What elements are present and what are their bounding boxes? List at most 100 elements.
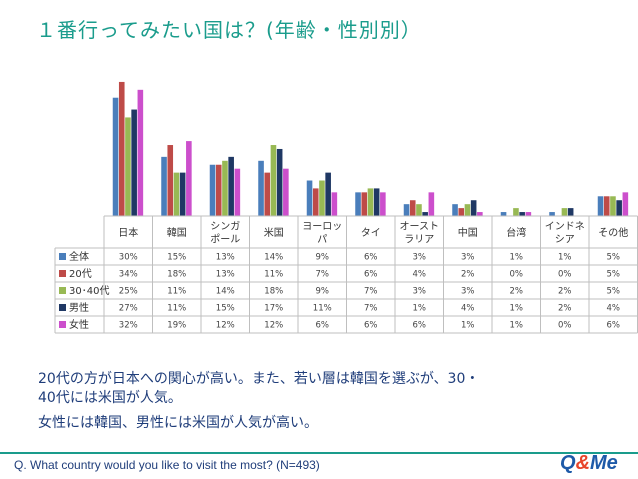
bar-4-7 xyxy=(422,212,428,216)
bar-5-11 xyxy=(622,192,629,216)
value-label-2-8: 2% xyxy=(461,270,475,280)
category-label-10: シア xyxy=(555,235,575,246)
bar-2-6 xyxy=(361,192,368,216)
value-label-3-1: 25% xyxy=(119,287,138,297)
legend-label-3: 30･40代 xyxy=(69,285,109,297)
bar-5-7 xyxy=(428,192,435,216)
bar-1-5 xyxy=(306,180,313,216)
category-label-7: ラリア xyxy=(404,234,434,246)
value-label-3-2: 11% xyxy=(167,287,186,297)
value-label-1-11: 5% xyxy=(607,253,621,263)
category-label-5: ヨーロッ xyxy=(302,222,342,233)
comment-line-1: 20代の方が日本への関心が高い。また、若い層は韓国を選ぶが、30・ xyxy=(38,371,480,387)
value-label-5-9: 1% xyxy=(510,321,524,331)
value-label-3-6: 7% xyxy=(364,287,378,297)
bar-4-10 xyxy=(567,208,574,216)
logo-me: Me xyxy=(590,452,618,474)
logo-q: Q xyxy=(560,452,576,474)
value-label-1-10: 1% xyxy=(558,253,572,263)
value-label-2-1: 34% xyxy=(119,270,138,280)
value-label-2-5: 7% xyxy=(316,270,330,280)
value-label-2-3: 13% xyxy=(216,270,235,280)
legend-label-4: 男性 xyxy=(69,301,89,314)
bar-1-4 xyxy=(258,160,264,216)
legend-label-2: 20代 xyxy=(69,268,92,280)
value-label-1-7: 3% xyxy=(413,253,427,263)
bar-3-3 xyxy=(222,160,228,216)
bar-4-1 xyxy=(131,109,137,216)
value-label-2-9: 0% xyxy=(510,270,524,280)
bar-1-6 xyxy=(355,192,361,216)
bar-3-8 xyxy=(464,204,471,216)
bar-5-6 xyxy=(380,192,386,216)
legend-label-1: 全体 xyxy=(69,250,89,263)
value-label-5-8: 1% xyxy=(461,321,475,331)
value-label-4-6: 7% xyxy=(364,304,378,314)
value-label-3-3: 14% xyxy=(216,287,235,297)
legend-label-5: 女性 xyxy=(69,318,89,331)
value-label-2-11: 5% xyxy=(607,270,621,280)
value-label-1-8: 3% xyxy=(461,253,475,263)
value-label-3-4: 18% xyxy=(264,287,283,297)
value-label-1-6: 6% xyxy=(364,253,378,263)
legend-swatch-1 xyxy=(59,253,66,260)
bar-4-11 xyxy=(616,200,622,216)
bar-1-2 xyxy=(161,156,167,216)
bar-3-10 xyxy=(561,208,568,216)
category-label-2: 韓国 xyxy=(167,227,187,239)
bar-4-2 xyxy=(179,172,186,216)
footer-divider xyxy=(0,452,638,454)
value-label-1-9: 1% xyxy=(510,253,524,263)
category-label-5: パ xyxy=(317,234,327,246)
bar-2-7 xyxy=(409,200,416,216)
value-label-1-4: 14% xyxy=(264,253,283,263)
bar-3-11 xyxy=(610,196,616,216)
value-label-4-7: 1% xyxy=(413,304,427,314)
qandme-logo: Q&Me xyxy=(560,452,630,474)
bar-2-4 xyxy=(264,172,271,216)
bar-5-2 xyxy=(186,141,192,216)
bar-4-9 xyxy=(519,212,525,216)
bar-1-8 xyxy=(452,204,458,216)
value-label-3-8: 3% xyxy=(461,287,475,297)
legend-swatch-3 xyxy=(59,287,66,294)
value-label-5-7: 6% xyxy=(413,321,427,331)
value-label-2-4: 11% xyxy=(264,270,283,280)
bar-4-5 xyxy=(325,172,331,216)
value-label-1-2: 15% xyxy=(167,253,186,263)
comment-line-2: 40代には米国が人気。 xyxy=(38,390,182,406)
value-label-2-2: 18% xyxy=(167,270,186,280)
category-label-3: シンガ xyxy=(210,221,240,233)
bar-5-5 xyxy=(331,192,338,216)
bar-5-3 xyxy=(234,168,241,216)
value-label-3-9: 2% xyxy=(510,287,524,297)
value-label-4-2: 11% xyxy=(167,304,186,314)
bar-5-8 xyxy=(477,212,483,216)
category-label-9: 台湾 xyxy=(506,226,526,239)
bar-2-2 xyxy=(167,145,174,216)
bar-3-4 xyxy=(270,145,277,216)
bar-2-3 xyxy=(215,164,222,216)
bar-5-9 xyxy=(525,212,532,216)
chart-title: １番行ってみたい国は？(年齢・性別別） xyxy=(36,18,422,42)
bar-4-3 xyxy=(228,156,234,216)
bar-1-10 xyxy=(549,212,555,216)
value-label-4-4: 17% xyxy=(264,304,283,314)
bar-1-7 xyxy=(403,204,410,216)
category-label-4: 米国 xyxy=(264,226,284,239)
bar-1-1 xyxy=(112,97,119,216)
bars-layer xyxy=(112,81,629,216)
bar-2-11 xyxy=(603,196,610,216)
logo-amp: & xyxy=(575,452,591,474)
value-label-4-1: 27% xyxy=(119,304,138,314)
bar-2-1 xyxy=(118,81,125,216)
bar-4-6 xyxy=(373,188,380,216)
bar-1-3 xyxy=(209,164,216,216)
value-label-2-6: 6% xyxy=(364,270,378,280)
category-label-1: 日本 xyxy=(118,226,138,239)
value-label-5-11: 6% xyxy=(607,321,621,331)
value-label-3-5: 9% xyxy=(316,287,330,297)
category-label-10: インドネ xyxy=(545,221,585,233)
legend-swatch-4 xyxy=(59,304,66,311)
